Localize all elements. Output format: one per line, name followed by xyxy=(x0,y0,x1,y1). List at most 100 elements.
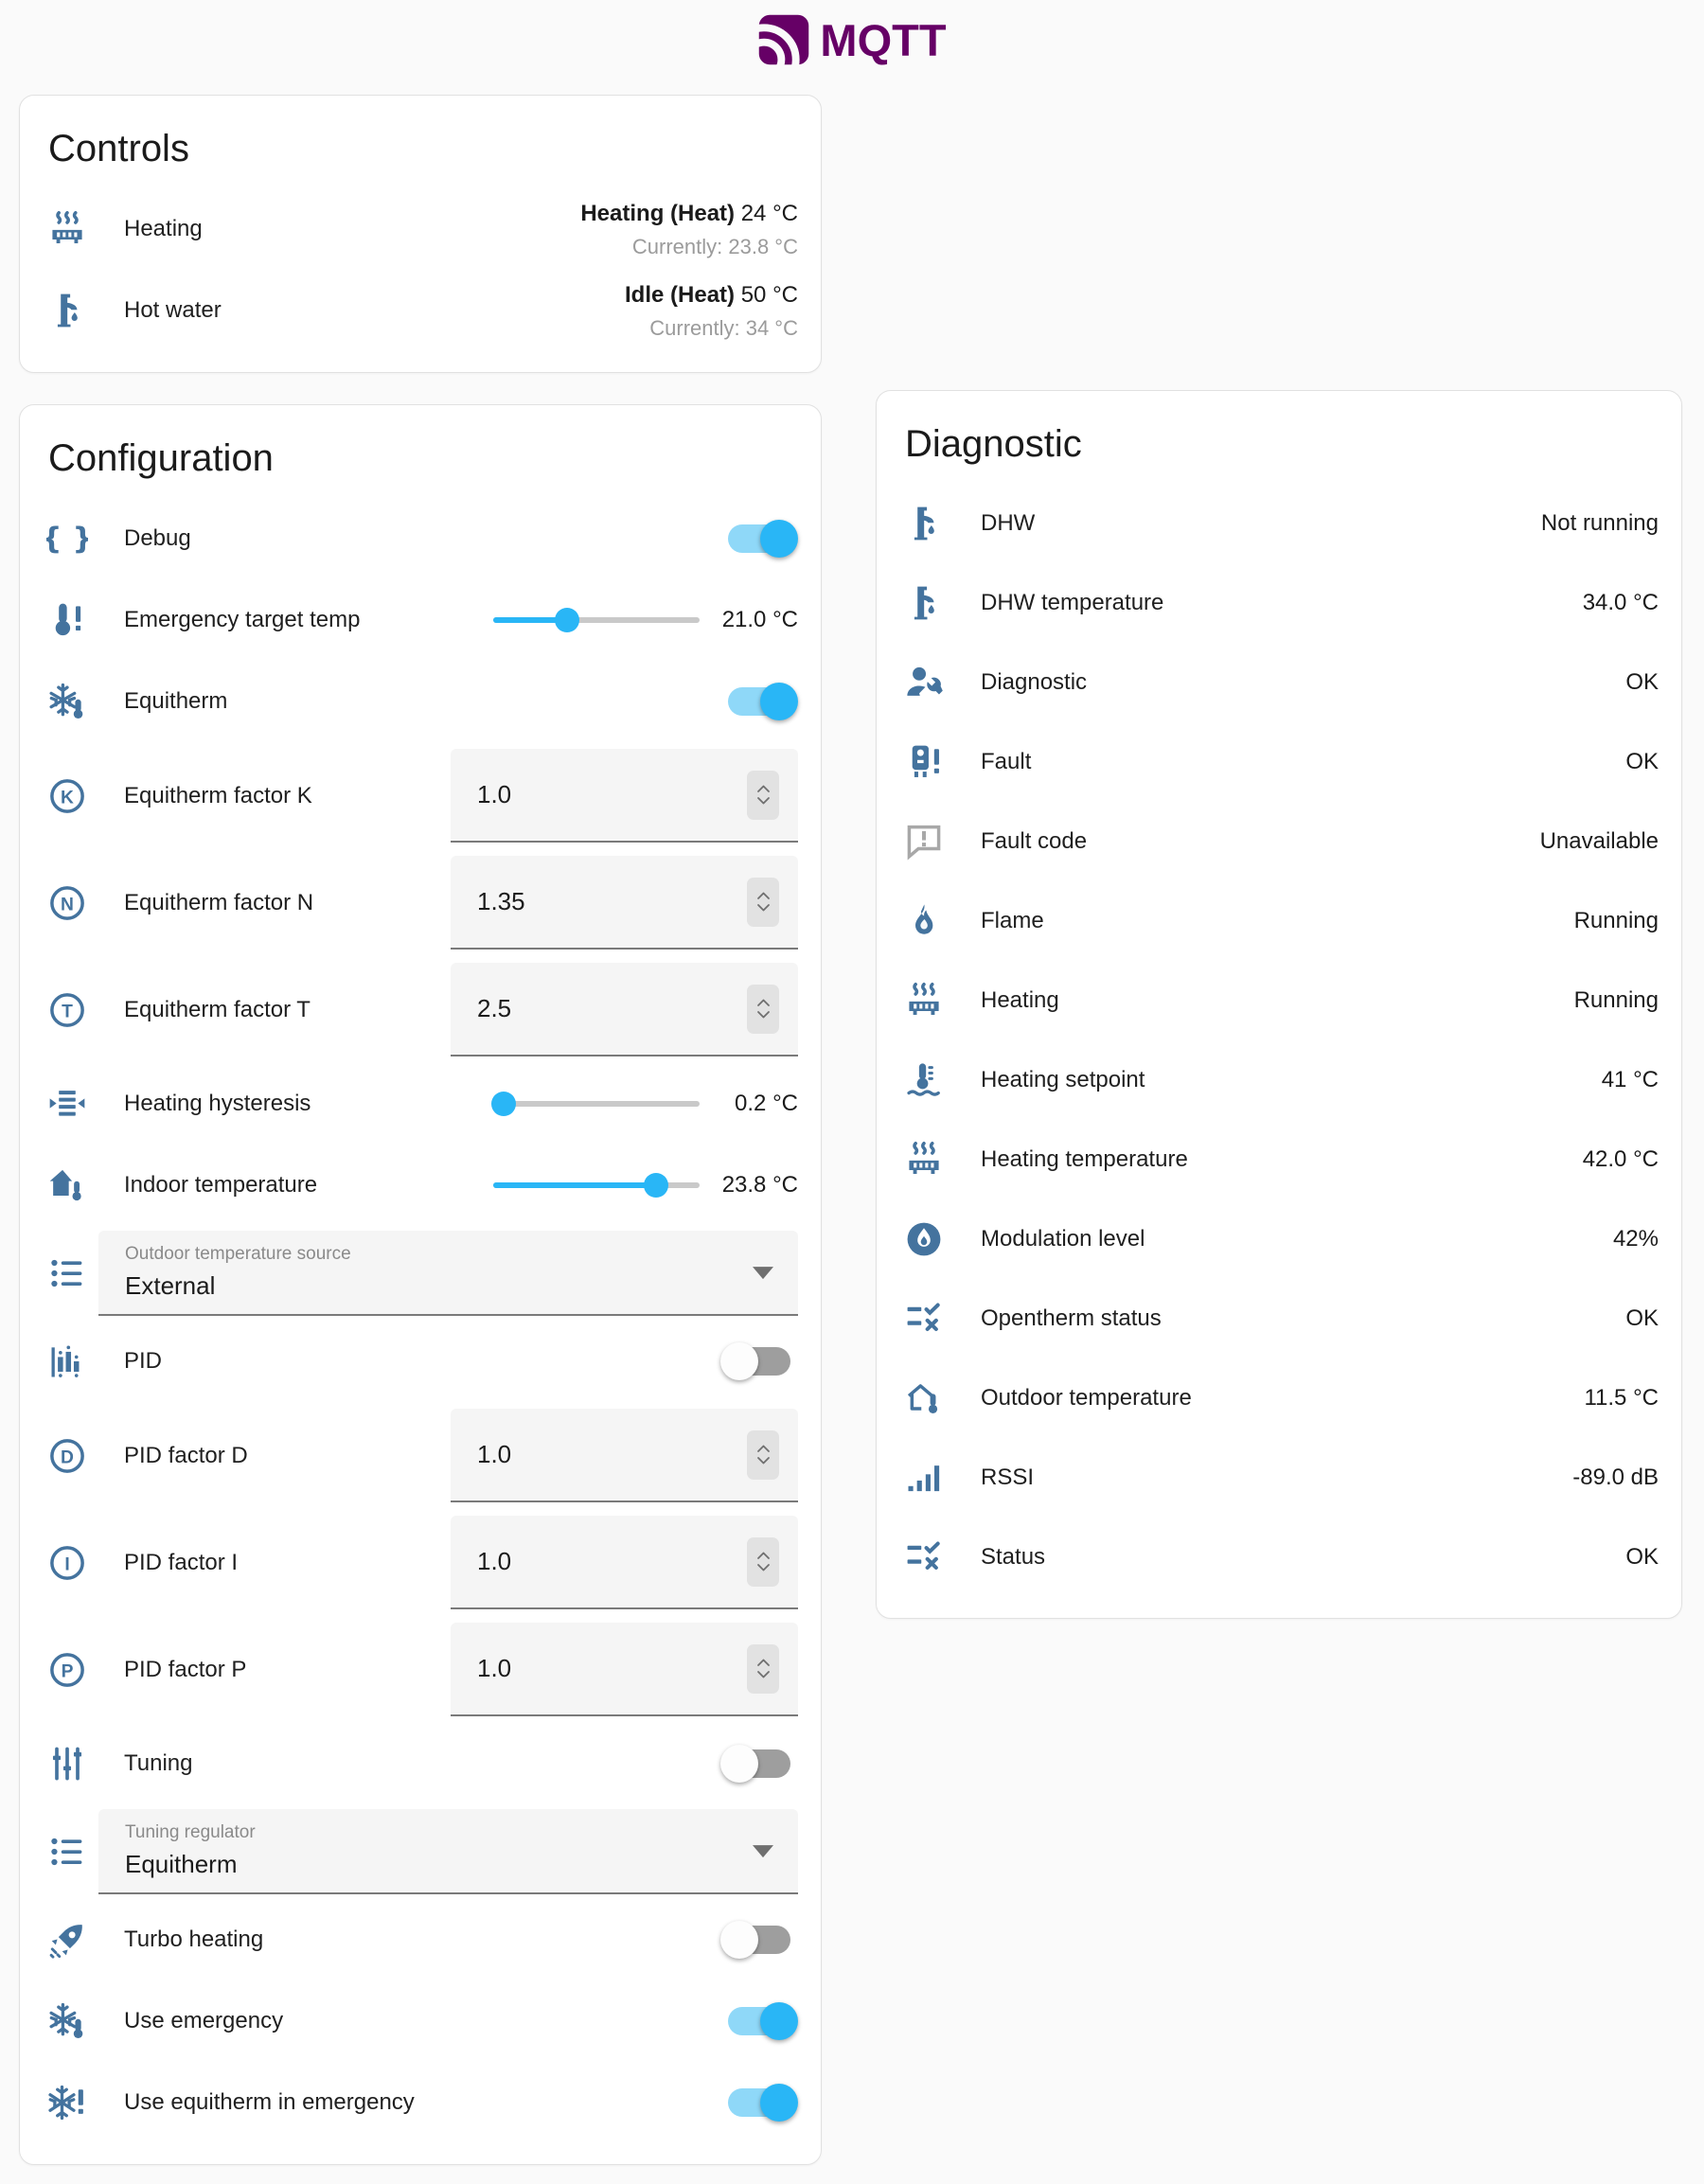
select-value: External xyxy=(125,1271,216,1300)
stepper-down-icon[interactable] xyxy=(756,1670,771,1679)
config-row-toggle: Use emergency xyxy=(46,1980,798,2062)
signal-icon xyxy=(903,1457,945,1499)
slider[interactable] xyxy=(490,1087,700,1121)
config-row-select: Tuning regulator Equitherm xyxy=(46,1804,798,1899)
toggle-knob[interactable] xyxy=(720,1342,758,1380)
toggle[interactable] xyxy=(720,1342,790,1380)
row-label: Equitherm factor N xyxy=(124,889,314,915)
number-input[interactable]: 2.5 xyxy=(451,963,798,1056)
mqtt-logo: MQTT xyxy=(757,13,947,66)
row-label: Modulation level xyxy=(981,1226,1145,1252)
stepper-down-icon[interactable] xyxy=(756,1010,771,1020)
number-input[interactable]: 1.35 xyxy=(451,856,798,950)
climate-state[interactable]: Heating (Heat) 24 °C Currently: 23.8 °C xyxy=(580,197,798,262)
state-mode: Heating (Heat) xyxy=(580,200,736,226)
toggle[interactable] xyxy=(720,1745,790,1783)
slider-thumb[interactable] xyxy=(555,608,580,632)
toggle-knob[interactable] xyxy=(760,520,798,558)
number-stepper[interactable] xyxy=(747,877,779,927)
message-alert-icon xyxy=(903,821,945,862)
svg-text:I: I xyxy=(64,1554,69,1574)
controls-row: Heating Heating (Heat) 24 °C Currently: 23… xyxy=(46,188,798,270)
stepper-down-icon[interactable] xyxy=(756,903,771,913)
row-label: Heating temperature xyxy=(981,1146,1188,1172)
select-label: Tuning regulator xyxy=(125,1822,256,1842)
toggle-knob[interactable] xyxy=(720,1921,758,1959)
number-input[interactable]: 1.0 xyxy=(451,1516,798,1609)
svg-text:K: K xyxy=(61,788,74,808)
config-row-toggle: Tuning xyxy=(46,1723,798,1804)
number-input[interactable]: 1.0 xyxy=(451,749,798,843)
sensor-value: 41 °C xyxy=(1601,1067,1659,1092)
diagnostic-row: Outdoor temperature 11.5 °C xyxy=(903,1358,1659,1438)
code-braces-icon: { } xyxy=(46,518,88,559)
row-label: Tuning xyxy=(124,1750,193,1776)
right-column: Diagnostic DHW Not running DHW temperature… xyxy=(876,95,1682,1619)
number-stepper[interactable] xyxy=(747,984,779,1034)
slider-track[interactable] xyxy=(493,617,700,623)
slider-thumb[interactable] xyxy=(644,1173,669,1198)
radiator-icon xyxy=(46,208,88,250)
number-input[interactable]: 1.0 xyxy=(451,1409,798,1502)
number-value: 2.5 xyxy=(477,994,512,1022)
stepper-up-icon[interactable] xyxy=(756,998,771,1007)
stepper-up-icon[interactable] xyxy=(756,1551,771,1560)
stepper-up-icon[interactable] xyxy=(756,784,771,793)
toggle-knob[interactable] xyxy=(760,2084,798,2122)
config-row-slider: Indoor temperature 23.8 °C xyxy=(46,1145,798,1226)
toggle[interactable] xyxy=(728,683,798,720)
stepper-down-icon[interactable] xyxy=(756,796,771,806)
toggle-knob[interactable] xyxy=(760,2002,798,2040)
toggle-knob[interactable] xyxy=(720,1745,758,1783)
main-columns: Controls Heating Heating (Heat) 24 °C Curr… xyxy=(0,66,1704,2184)
toggle[interactable] xyxy=(728,2084,798,2122)
row-label: Indoor temperature xyxy=(124,1172,318,1198)
fire-icon xyxy=(903,900,945,942)
toggle[interactable] xyxy=(720,1921,790,1959)
config-row-number: P PID factor P 1.0 xyxy=(46,1616,798,1723)
row-label: PID factor P xyxy=(124,1656,247,1682)
svg-text:D: D xyxy=(61,1447,74,1467)
header: MQTT xyxy=(0,0,1704,66)
config-row-toggle: Equitherm xyxy=(46,661,798,742)
faucet-icon xyxy=(46,290,88,331)
state-current: Currently: 23.8 °C xyxy=(631,234,798,258)
number-stepper[interactable] xyxy=(747,1536,779,1587)
diagnostic-row: Diagnostic OK xyxy=(903,643,1659,722)
row-label: PID xyxy=(124,1348,163,1374)
stepper-up-icon[interactable] xyxy=(756,1658,771,1667)
stepper-down-icon[interactable] xyxy=(756,1456,771,1465)
slider[interactable] xyxy=(493,1168,700,1202)
row-label: Heating xyxy=(124,216,203,241)
toggle[interactable] xyxy=(728,2002,798,2040)
number-input[interactable]: 1.0 xyxy=(451,1623,798,1716)
slider-track[interactable] xyxy=(493,1101,700,1107)
number-stepper[interactable] xyxy=(747,770,779,820)
mqtt-logo-text: MQTT xyxy=(820,14,947,65)
diagnostic-row: RSSI -89.0 dB xyxy=(903,1438,1659,1518)
slider-thumb[interactable] xyxy=(490,1092,516,1116)
svg-text:T: T xyxy=(62,1002,73,1021)
select[interactable]: Outdoor temperature source External xyxy=(98,1231,798,1316)
slider[interactable] xyxy=(493,603,700,637)
stepper-down-icon[interactable] xyxy=(756,1563,771,1572)
select[interactable]: Tuning regulator Equitherm xyxy=(98,1809,798,1894)
row-label: Flame xyxy=(981,908,1044,933)
stepper-up-icon[interactable] xyxy=(756,891,771,900)
toggle[interactable] xyxy=(728,520,798,558)
number-stepper[interactable] xyxy=(747,1429,779,1480)
chart-bar-icon xyxy=(46,1341,88,1382)
number-value: 1.0 xyxy=(477,780,512,808)
radiator-icon xyxy=(903,1139,945,1181)
toggle-knob[interactable] xyxy=(760,683,798,720)
home-thermometer-outline-icon xyxy=(903,1377,945,1419)
climate-state[interactable]: Idle (Heat) 50 °C Currently: 34 °C xyxy=(625,278,798,344)
stepper-up-icon[interactable] xyxy=(756,1444,771,1453)
number-stepper[interactable] xyxy=(747,1643,779,1694)
dropdown-arrow-icon xyxy=(753,1267,773,1280)
row-label: Diagnostic xyxy=(981,669,1088,695)
radiator-icon xyxy=(903,980,945,1021)
number-value: 1.0 xyxy=(477,1547,512,1575)
state-current: Currently: 34 °C xyxy=(649,315,798,340)
